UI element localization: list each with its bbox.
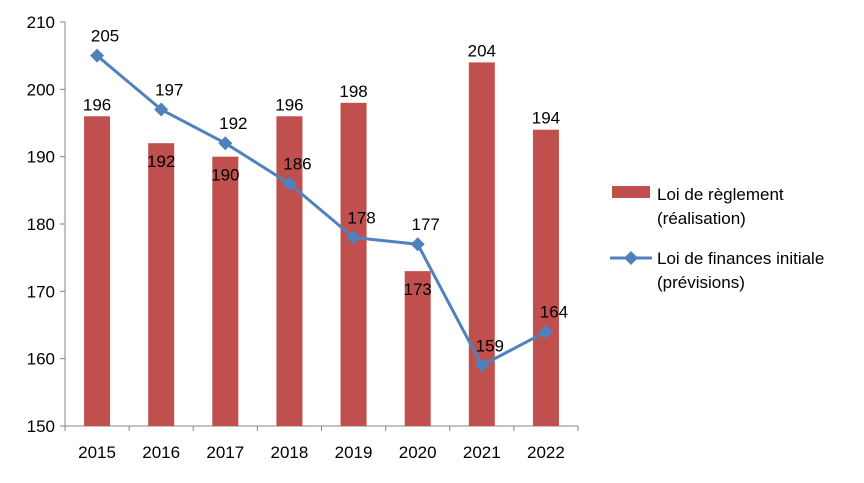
- line-value-label: 159: [476, 336, 504, 355]
- line-value-label: 192: [219, 114, 247, 133]
- x-tick-label: 2016: [142, 443, 180, 462]
- legend-label-bar: (réalisation): [657, 209, 746, 228]
- bar: [276, 116, 303, 427]
- bar: [532, 129, 559, 426]
- line-value-label: 178: [347, 208, 375, 227]
- legend-label-line: (prévisions): [657, 273, 745, 292]
- y-axis: 150 160 170 180 190 200 210: [27, 13, 66, 436]
- y-tick-label: 200: [27, 80, 55, 99]
- bar: [404, 271, 431, 426]
- x-tick-label: 2020: [399, 443, 437, 462]
- y-tick-label: 180: [27, 215, 55, 234]
- x-tick-label: 2018: [271, 443, 309, 462]
- bar-value-label: 190: [211, 166, 239, 185]
- legend-label-line: Loi de finances initiale: [657, 249, 824, 268]
- line-point: [474, 358, 489, 373]
- x-tick-label: 2021: [463, 443, 501, 462]
- line-point: [282, 176, 297, 191]
- y-tick-label: 150: [27, 417, 55, 436]
- x-tick-label: 2017: [206, 443, 244, 462]
- y-tick-label: 190: [27, 148, 55, 167]
- x-tick-label: 2015: [78, 443, 116, 462]
- line-value-label: 205: [91, 27, 119, 46]
- line-series: [90, 48, 553, 373]
- bar-value-label: 198: [339, 82, 367, 101]
- line-value-label: 164: [540, 303, 568, 322]
- bar-value-label: 173: [404, 280, 432, 299]
- line-point: [410, 237, 425, 252]
- legend: Loi de règlement (réalisation) Loi de fina…: [610, 185, 824, 292]
- bar-value-label: 196: [83, 95, 111, 114]
- data-labels: 196 192 190 196 198 173 204 194 205 197 192 186 178 1…: [83, 27, 568, 356]
- series-line: [96, 54, 547, 367]
- legend-swatch-marker: [624, 251, 638, 265]
- bar: [212, 156, 239, 426]
- line-point: [90, 48, 105, 63]
- line-value-label: 186: [283, 155, 311, 174]
- legend-swatch-bar: [612, 186, 650, 198]
- bar-value-label: 194: [532, 109, 560, 128]
- line-point: [154, 102, 169, 117]
- x-tick-label: 2019: [335, 443, 373, 462]
- x-tick-label: 2022: [527, 443, 565, 462]
- bar-value-label: 196: [275, 95, 303, 114]
- bar: [340, 102, 367, 427]
- bar-series: [84, 62, 559, 427]
- line-point: [346, 230, 361, 245]
- bar-value-label: 192: [147, 152, 175, 171]
- y-tick-label: 210: [27, 13, 55, 32]
- legend-label-bar: Loi de règlement: [657, 185, 784, 204]
- y-tick-label: 170: [27, 282, 55, 301]
- y-tick-label: 160: [27, 350, 55, 369]
- bar: [148, 143, 175, 426]
- line-point: [218, 136, 233, 151]
- bar-value-label: 204: [468, 41, 496, 60]
- line-value-label: 197: [155, 81, 183, 100]
- bar: [84, 116, 111, 427]
- line-value-label: 177: [412, 215, 440, 234]
- line-point: [538, 324, 553, 339]
- x-axis: 2015 2016 2017 2018 2019 2020 2021 2022: [64, 425, 579, 462]
